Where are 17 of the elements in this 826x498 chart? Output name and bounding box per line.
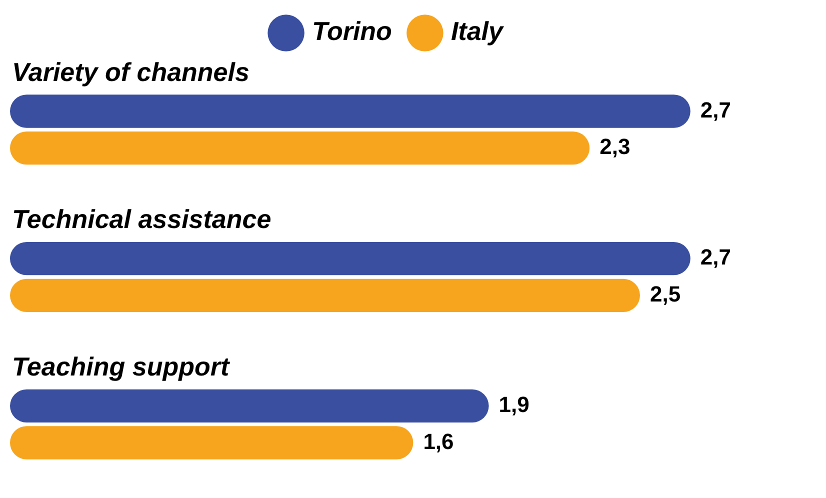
legend-label: Italy — [450, 16, 505, 46]
y-tick-label: Teaching support — [12, 352, 230, 382]
bar — [10, 389, 489, 422]
data-label: 2,7 — [700, 97, 731, 122]
bar — [10, 242, 690, 276]
data-label: 1,9 — [498, 392, 530, 417]
y-tick-label: Variety of channels — [12, 56, 250, 87]
legend-label: Torino — [312, 16, 392, 46]
bar — [10, 278, 640, 312]
data-label: 1,6 — [423, 428, 454, 454]
bar — [10, 426, 414, 460]
data-label: 2,5 — [650, 281, 681, 306]
y-tick-label: Technical assistance — [12, 204, 272, 234]
data-label: 2,7 — [700, 244, 731, 270]
bar — [10, 132, 590, 165]
data-label: 2,3 — [600, 134, 630, 160]
bar — [10, 94, 690, 128]
